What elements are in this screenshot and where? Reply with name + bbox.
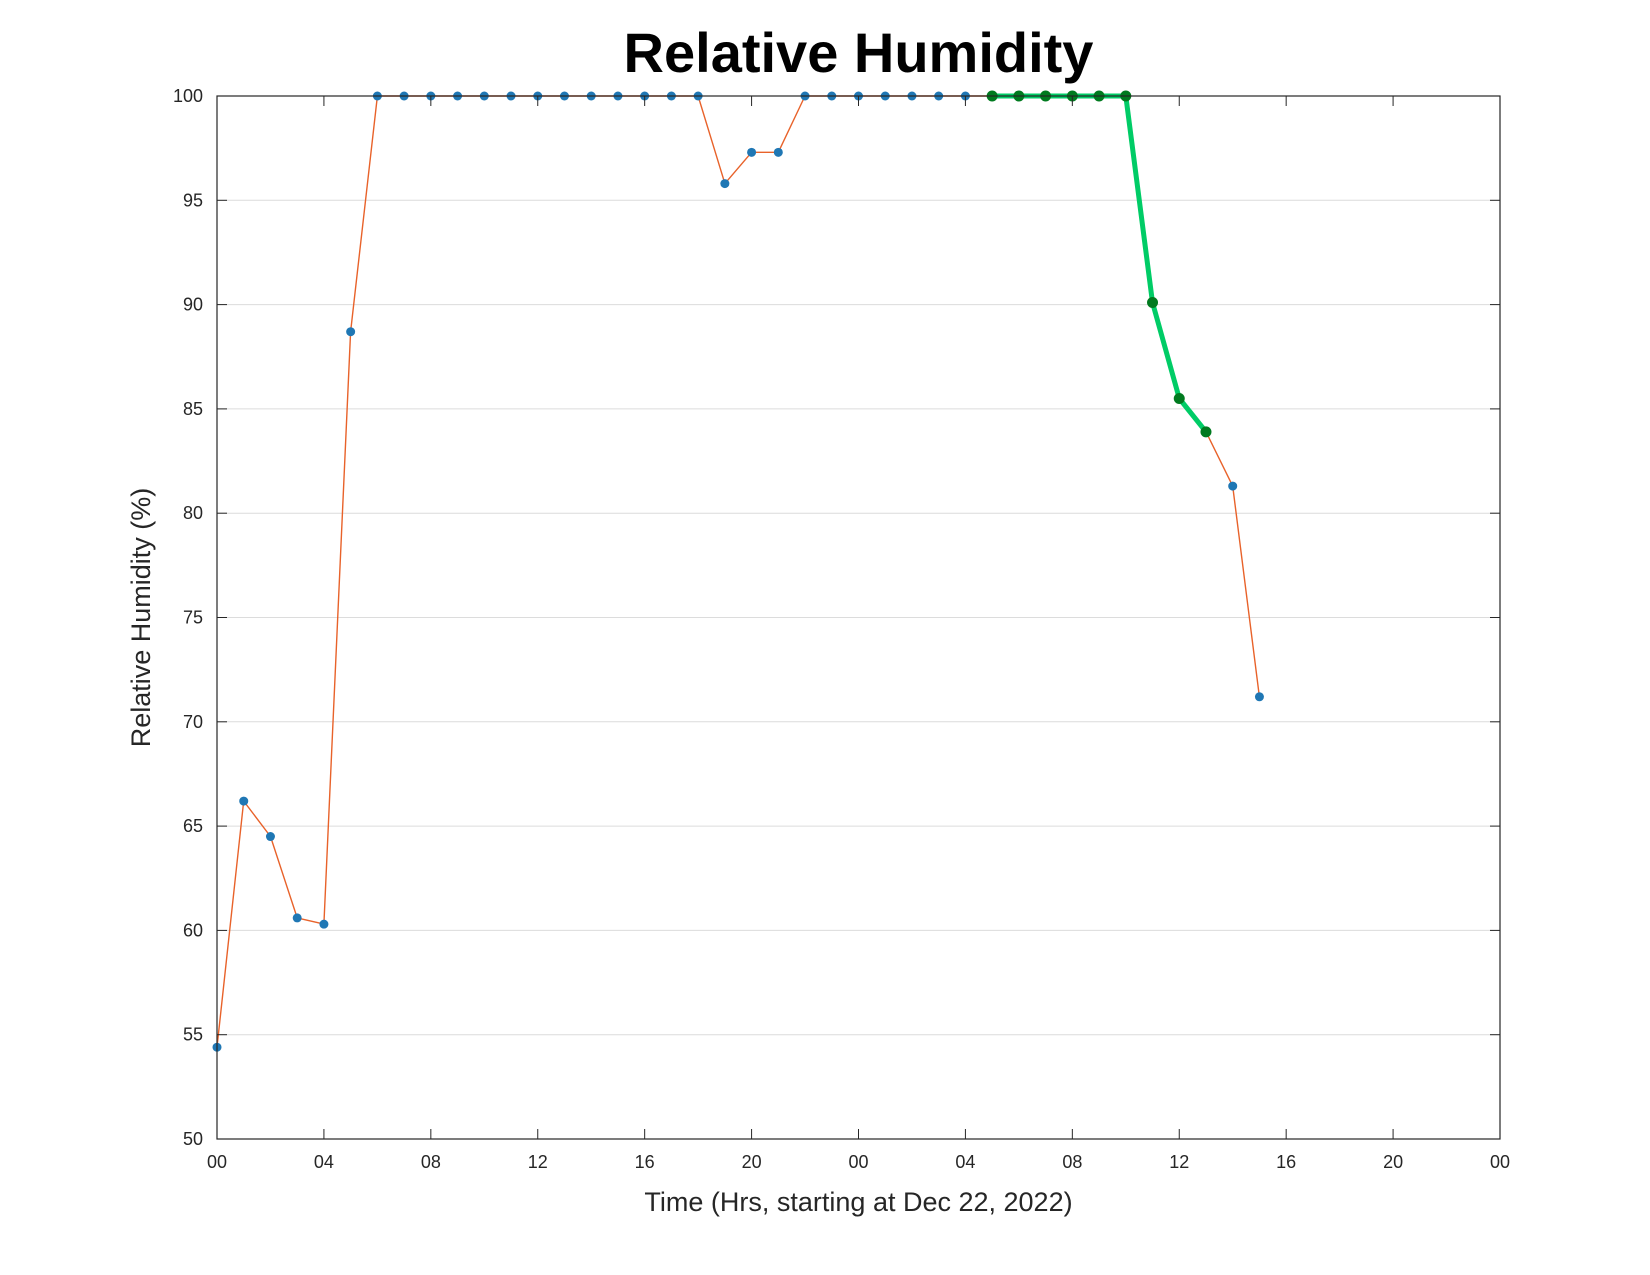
y-tick-label: 75 (183, 608, 203, 628)
x-tick-label: 16 (635, 1152, 655, 1172)
x-tick-label: 20 (742, 1152, 762, 1172)
y-tick-label: 55 (183, 1025, 203, 1045)
series-1-point (1254, 692, 1264, 702)
y-tick-label: 50 (183, 1129, 203, 1149)
x-tick-label: 00 (1490, 1152, 1510, 1172)
x-tick-label: 08 (421, 1152, 441, 1172)
y-tick-label: 70 (183, 712, 203, 732)
series-2-point (1147, 297, 1159, 309)
y-tick-label: 95 (183, 190, 203, 210)
y-axis-title: Relative Humidity (%) (126, 488, 156, 748)
series-2-point (1200, 426, 1212, 438)
y-tick-label: 60 (183, 920, 203, 940)
y-tick-label: 90 (183, 295, 203, 315)
grid-lines (217, 95, 1500, 1140)
x-tick-label: 16 (1276, 1152, 1296, 1172)
x-tick-label: 12 (528, 1152, 548, 1172)
series-1-point (773, 147, 783, 157)
x-tick-label: 00 (848, 1152, 868, 1172)
series-layer (212, 90, 1264, 1052)
x-tick-label: 08 (1062, 1152, 1082, 1172)
series-1-point (1228, 481, 1238, 491)
series-1-point (265, 832, 275, 842)
x-tick-label: 04 (314, 1152, 334, 1172)
y-tick-label: 100 (173, 86, 203, 106)
y-tick-label: 65 (183, 816, 203, 836)
y-tick-label: 80 (183, 503, 203, 523)
x-tick-label: 12 (1169, 1152, 1189, 1172)
x-axis-title: Time (Hrs, starting at Dec 22, 2022) (644, 1187, 1072, 1217)
x-tick-label: 20 (1383, 1152, 1403, 1172)
series-1-point (292, 913, 302, 923)
series-1-point (747, 147, 757, 157)
series-1-point (346, 327, 356, 337)
tick-labels: 50 55 60 65 70 75 80 85 90 95 100 00 04 08 12 16 20 00 04 0… (173, 86, 1510, 1172)
tick-marks (216, 95, 1501, 1140)
x-tick-label: 04 (955, 1152, 975, 1172)
series-1-point (720, 179, 730, 189)
series-line-1 (216, 95, 1261, 1048)
series-line-2 (989, 93, 1209, 435)
series-1-point (319, 919, 329, 929)
x-tick-label: 00 (207, 1152, 227, 1172)
chart-title: Relative Humidity (624, 21, 1094, 84)
y-tick-label: 85 (183, 399, 203, 419)
series-1-point (239, 796, 249, 806)
series-2-point (1173, 392, 1185, 404)
